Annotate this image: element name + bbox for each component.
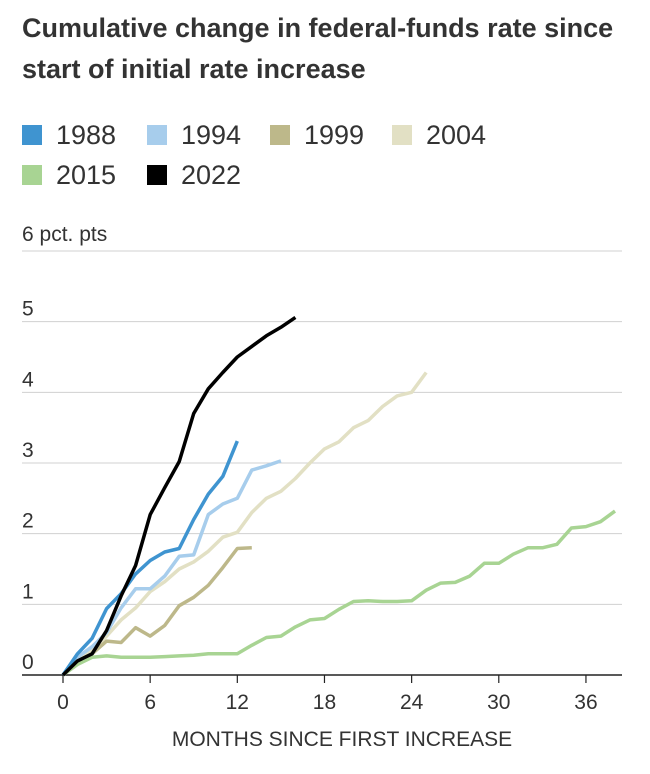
legend-label-2004: 2004 — [426, 119, 487, 150]
y-unit-label: 6 pct. pts — [22, 223, 108, 246]
legend-label-1988: 1988 — [56, 119, 117, 150]
x-tick-label-12: 12 — [226, 691, 249, 714]
legend-item-2022: 2022 — [147, 155, 241, 195]
legend-label-1994: 1994 — [181, 119, 242, 150]
y-tick-label-1: 1 — [22, 580, 34, 603]
legend-item-2004: 2004 — [392, 115, 486, 155]
legend-label-1999: 1999 — [304, 119, 365, 150]
series-line-2015 — [61, 509, 617, 677]
x-tick-label-6: 6 — [144, 691, 156, 714]
y-tick-label-3: 3 — [22, 439, 34, 462]
legend-item-1988: 1988 — [22, 115, 116, 155]
series-line-1994 — [61, 459, 282, 677]
legend-item-2015: 2015 — [22, 155, 116, 195]
x-tick-label-36: 36 — [574, 691, 597, 714]
legend-label-2022: 2022 — [181, 159, 242, 190]
x-tick-label-30: 30 — [487, 691, 510, 714]
y-tick-label-4: 4 — [22, 368, 34, 391]
x-tick-label-0: 0 — [57, 691, 69, 714]
legend-swatch-1988 — [22, 125, 42, 145]
series-line-2022 — [61, 315, 297, 677]
legend-item-1994: 1994 — [147, 115, 241, 155]
series-line-2004 — [61, 371, 428, 677]
legend-swatch-2022 — [147, 165, 167, 185]
y-tick-label-5: 5 — [22, 298, 34, 321]
y-tick-label-0: 0 — [22, 651, 34, 674]
chart-title: Cumulative change in federal-funds rate … — [22, 13, 614, 84]
legend-swatch-1999 — [270, 125, 290, 145]
legend-item-1999: 1999 — [270, 115, 364, 155]
legend-label-2015: 2015 — [56, 159, 117, 190]
legend-swatch-1994 — [147, 125, 167, 145]
legend-swatch-2004 — [392, 125, 412, 145]
series-line-1988 — [61, 440, 239, 676]
x-tick-label-18: 18 — [313, 691, 336, 714]
y-tick-label-2: 2 — [22, 510, 34, 533]
x-axis-title: MONTHS SINCE FIRST INCREASE — [171, 728, 513, 751]
x-tick-label-24: 24 — [400, 691, 424, 714]
legend-swatch-2015 — [22, 165, 42, 185]
